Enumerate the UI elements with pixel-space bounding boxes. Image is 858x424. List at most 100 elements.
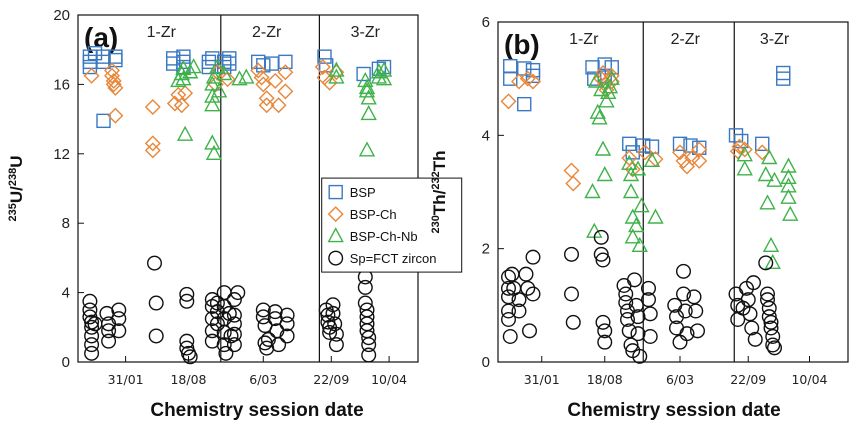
point-sp-fct-zircon-b-12	[520, 280, 536, 296]
x-tick-label-b-1: 31/01	[524, 372, 560, 387]
segment-label-b-2: 2-Zr	[671, 31, 701, 48]
point-bsp-ch-b-15	[637, 144, 653, 161]
point-bsp-ch-a-8	[144, 98, 161, 115]
point-bsp-a-17	[205, 51, 220, 66]
point-sp-fct-zircon-b-38	[641, 280, 657, 296]
point-bsp-ch-a-24	[270, 97, 287, 114]
point-bsp-ch-b-17	[672, 144, 688, 161]
point-sp-fct-zircon-a-72	[357, 279, 373, 295]
point-sp-fct-zircon-b-33	[627, 272, 643, 288]
y-axis-label-a: 235U/238U	[7, 155, 26, 221]
point-bsp-ch-nb-b-7	[594, 140, 612, 156]
point-sp-fct-zircon-a-39	[218, 345, 234, 361]
point-sp-fct-zircon-a-53	[260, 331, 276, 347]
segment-label-b-3: 3-Zr	[760, 31, 790, 48]
point-bsp-ch-b-4	[525, 73, 541, 90]
point-bsp-ch-a-20	[255, 76, 272, 93]
point-sp-fct-zircon-b-11	[518, 266, 534, 282]
panel-b: 0 2 4 6 31/01 18/08 6/03 22/09 10/04 1-Zr 2-Zr 3-Zr…	[430, 14, 849, 387]
point-sp-fct-zircon-a-60	[279, 328, 295, 344]
point-bsp-ch-nb-b-13	[621, 154, 638, 170]
point-bsp-a-19	[216, 59, 232, 75]
series-bsp-ch-nb-b	[584, 69, 799, 270]
point-sp-fct-zircon-b-45	[672, 334, 688, 350]
x-tick-label-a-3: 6/03	[249, 372, 277, 387]
point-sp-fct-zircon-b-37	[632, 348, 648, 364]
point-bsp-ch-a-26	[277, 64, 294, 81]
legend-label-bsp-ch: BSP-Ch	[350, 207, 397, 222]
point-sp-fct-zircon-a-25	[182, 349, 198, 365]
y-tick-label-b-0: 0	[482, 354, 490, 371]
point-sp-fct-zircon-a-58	[279, 307, 295, 323]
point-sp-fct-zircon-a-27	[204, 298, 220, 314]
x-tick-label-b-3: 6/03	[666, 372, 694, 387]
point-sp-fct-zircon-a-67	[325, 305, 341, 321]
point-sp-fct-zircon-a-8	[84, 345, 100, 361]
point-sp-fct-zircon-a-13	[101, 333, 117, 349]
point-sp-fct-zircon-b-41	[642, 329, 658, 345]
segment-label-a-3: 3-Zr	[351, 24, 381, 41]
point-bsp-b-12	[622, 136, 637, 152]
point-sp-fct-zircon-b-23	[597, 323, 613, 339]
legend-marker-sp-fct-zircon	[328, 250, 344, 266]
point-sp-fct-zircon-a-15	[111, 311, 127, 327]
point-bsp-ch-nb-b-3	[587, 72, 605, 88]
point-bsp-ch-nb-a-15	[210, 82, 228, 98]
point-sp-fct-zircon-b-2	[501, 280, 517, 296]
point-sp-fct-zircon-b-70	[765, 329, 781, 345]
point-sp-fct-zircon-b-31	[623, 337, 639, 353]
y-tick-label-a-0: 0	[62, 354, 70, 371]
point-bsp-b-1	[503, 59, 518, 74]
point-sp-fct-zircon-a-47	[230, 285, 246, 301]
point-sp-fct-zircon-b-62	[747, 331, 763, 347]
point-sp-fct-zircon-b-49	[679, 326, 695, 342]
point-bsp-ch-nb-b-29	[762, 236, 780, 253]
point-bsp-ch-nb-a-10	[204, 96, 221, 112]
point-bsp-ch-nb-a-18	[238, 68, 255, 84]
point-sp-fct-zircon-a-12	[101, 323, 117, 339]
legend-label-bsp: BSP	[350, 185, 376, 200]
series-bsp-ch-a	[83, 59, 345, 159]
point-bsp-b-14	[636, 138, 651, 153]
point-bsp-ch-b-22	[691, 141, 708, 158]
point-sp-fct-zircon-b-16	[564, 246, 580, 262]
point-bsp-ch-nb-b-18	[628, 217, 645, 233]
point-sp-fct-zircon-b-46	[676, 263, 692, 279]
point-bsp-a-25	[278, 54, 293, 70]
point-sp-fct-zircon-b-14	[525, 249, 541, 265]
point-bsp-ch-a-23	[267, 72, 284, 89]
y-tick-label-a-20: 20	[53, 7, 70, 24]
point-sp-fct-zircon-a-78	[361, 330, 377, 346]
point-sp-fct-zircon-b-25	[616, 278, 632, 294]
point-bsp-ch-nb-b-10	[600, 83, 617, 100]
point-sp-fct-zircon-b-61	[746, 275, 762, 291]
point-bsp-ch-a-6	[107, 79, 124, 96]
point-sp-fct-zircon-b-30	[621, 323, 637, 339]
point-sp-fct-zircon-a-19	[148, 328, 164, 344]
point-sp-fct-zircon-a-70	[328, 337, 344, 353]
point-bsp-ch-a-18	[250, 62, 267, 79]
point-bsp-ch-nb-a-16	[216, 65, 233, 81]
point-sp-fct-zircon-b-59	[742, 306, 758, 322]
point-sp-fct-zircon-a-80	[361, 347, 377, 363]
point-sp-fct-zircon-b-50	[686, 289, 702, 305]
point-bsp-ch-nb-a-29	[375, 70, 393, 86]
x-tick-label-a-1: 31/01	[108, 372, 144, 387]
point-sp-fct-zircon-b-63	[758, 255, 774, 271]
point-sp-fct-zircon-a-37	[216, 325, 232, 341]
point-bsp-a-1	[82, 54, 98, 70]
point-bsp-ch-a-30	[328, 64, 345, 81]
point-sp-fct-zircon-a-5	[84, 319, 100, 335]
point-sp-fct-zircon-a-14	[111, 302, 127, 318]
x-tick-label-a-2: 18/08	[170, 372, 206, 387]
point-sp-fct-zircon-b-34	[628, 297, 644, 313]
point-sp-fct-zircon-b-13	[522, 323, 538, 339]
point-bsp-ch-nb-b-4	[589, 103, 606, 119]
point-bsp-ch-a-7	[107, 107, 124, 124]
point-sp-fct-zircon-a-21	[179, 293, 195, 309]
point-bsp-ch-a-9	[144, 135, 161, 152]
point-sp-fct-zircon-a-66	[325, 297, 341, 313]
point-bsp-ch-nb-a-25	[360, 104, 377, 121]
point-sp-fct-zircon-a-46	[226, 337, 242, 353]
point-sp-fct-zircon-b-47	[676, 286, 692, 302]
